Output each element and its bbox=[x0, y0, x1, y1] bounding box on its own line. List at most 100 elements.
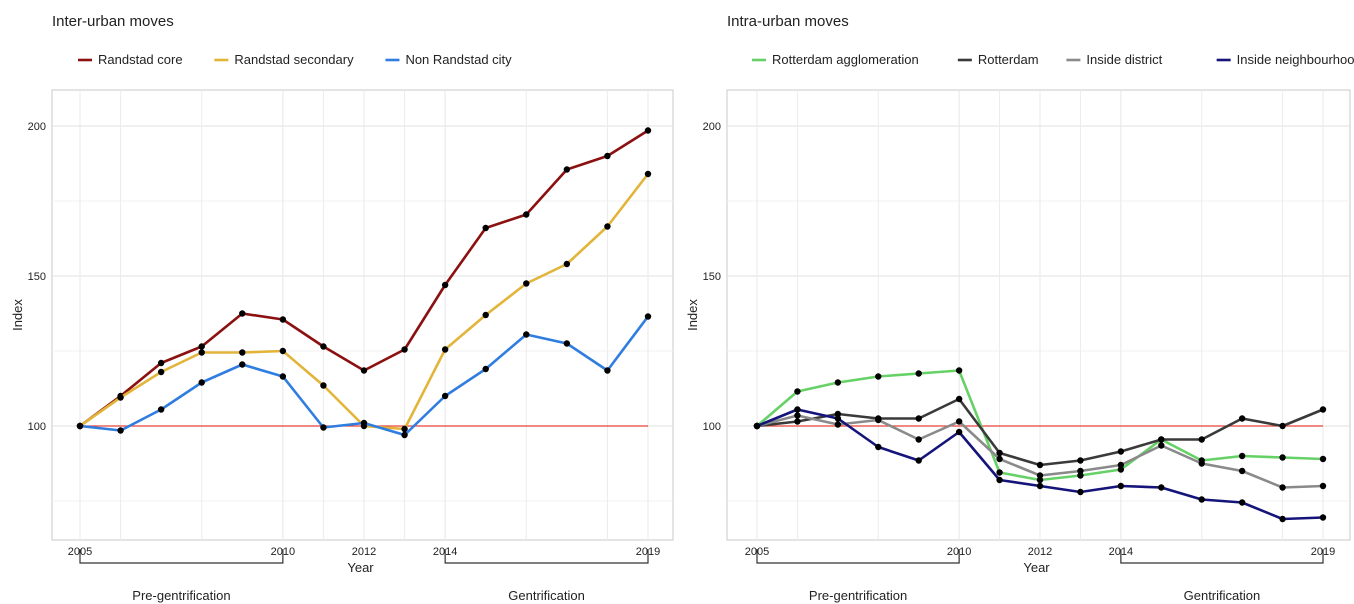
data-point bbox=[955, 367, 963, 374]
data-point bbox=[1279, 515, 1286, 523]
data-point bbox=[157, 368, 165, 376]
y-tick-label: 100 bbox=[703, 421, 721, 433]
data-point bbox=[563, 340, 571, 347]
series-rotterdam-agglomeration bbox=[753, 367, 1327, 484]
data-point bbox=[604, 367, 611, 374]
data-point bbox=[1319, 455, 1327, 463]
data-point bbox=[523, 280, 530, 287]
data-point bbox=[1117, 461, 1125, 469]
chart-panel-2: Intra-urban moves Rotterdam agglomeration… bbox=[685, 13, 1354, 603]
y-tick-label: 200 bbox=[28, 121, 46, 133]
data-point bbox=[875, 373, 882, 380]
data-point bbox=[1077, 467, 1084, 475]
phase-bracket: Pre-gentrification bbox=[79, 549, 284, 603]
phase-bracket: Gentrification bbox=[444, 549, 649, 603]
data-point bbox=[482, 365, 489, 373]
bracket-line bbox=[756, 549, 960, 564]
data-point bbox=[1036, 482, 1044, 490]
chart-title: Intra-urban moves bbox=[727, 13, 849, 30]
data-point bbox=[320, 343, 327, 350]
data-point bbox=[157, 359, 165, 367]
x-tick-label: 2012 bbox=[352, 546, 376, 558]
bracket-line bbox=[79, 549, 284, 564]
phase-label: Pre-gentrification bbox=[132, 588, 230, 603]
data-point bbox=[1036, 472, 1044, 479]
data-point bbox=[401, 425, 408, 433]
data-point bbox=[198, 349, 205, 356]
data-point bbox=[915, 436, 922, 443]
x-axis-title: Year bbox=[347, 560, 374, 575]
x-tick-label: 2012 bbox=[1028, 546, 1052, 558]
data-point bbox=[1117, 482, 1125, 490]
data-point bbox=[523, 211, 530, 218]
data-point bbox=[915, 415, 922, 422]
data-point bbox=[996, 469, 1003, 476]
data-point bbox=[441, 346, 449, 353]
legend: Randstad core Randstad secondary Non Rands… bbox=[78, 52, 512, 67]
data-point bbox=[198, 379, 205, 386]
legend-label: Rotterdam agglomeration bbox=[772, 52, 919, 67]
y-tick-label: 150 bbox=[703, 271, 721, 283]
data-point bbox=[915, 457, 922, 464]
data-point bbox=[279, 316, 287, 323]
data-point bbox=[794, 418, 801, 425]
data-point bbox=[157, 406, 165, 413]
data-point bbox=[239, 349, 246, 356]
gridlines bbox=[727, 90, 1350, 540]
data-point bbox=[794, 388, 801, 395]
plot-frame bbox=[726, 89, 1351, 541]
data-point bbox=[1319, 514, 1327, 521]
bracket-line bbox=[444, 549, 649, 564]
bracket-line bbox=[1120, 549, 1324, 564]
series-inside-neighbourhood bbox=[753, 406, 1327, 523]
data-point bbox=[441, 281, 449, 289]
data-point bbox=[320, 424, 327, 431]
data-point bbox=[644, 170, 652, 178]
data-point bbox=[1198, 436, 1205, 443]
data-point bbox=[1319, 406, 1327, 413]
data-point bbox=[360, 367, 368, 374]
data-point bbox=[644, 313, 652, 320]
data-point bbox=[955, 395, 963, 403]
data-point bbox=[875, 443, 882, 451]
legend-label: Inside neighbourhood bbox=[1237, 52, 1354, 67]
data-point bbox=[279, 347, 287, 355]
data-point bbox=[482, 311, 489, 319]
data-point bbox=[1077, 488, 1084, 496]
legend-label: Randstad core bbox=[98, 52, 183, 67]
data-point bbox=[441, 392, 449, 400]
data-point bbox=[198, 343, 205, 350]
data-point bbox=[239, 310, 246, 317]
data-point bbox=[1036, 461, 1044, 469]
data-point bbox=[1238, 467, 1246, 475]
data-point bbox=[794, 406, 801, 413]
data-point bbox=[794, 412, 801, 419]
data-point bbox=[117, 427, 124, 434]
data-point bbox=[1238, 452, 1246, 460]
data-point bbox=[604, 152, 611, 160]
data-point bbox=[1279, 422, 1286, 430]
data-point bbox=[1319, 482, 1327, 490]
data-point bbox=[1036, 476, 1044, 484]
data-point bbox=[875, 416, 882, 424]
data-point bbox=[834, 410, 842, 418]
data-point bbox=[915, 370, 922, 377]
data-point bbox=[1238, 415, 1246, 422]
data-point bbox=[834, 421, 842, 428]
data-point bbox=[117, 394, 124, 401]
data-point bbox=[1198, 460, 1205, 467]
phase-label: Gentrification bbox=[508, 588, 585, 603]
x-axis-title: Year bbox=[1023, 560, 1050, 575]
legend: Rotterdam agglomeration Rotterdam Inside d… bbox=[752, 52, 1354, 67]
data-point bbox=[401, 346, 408, 353]
data-point bbox=[1238, 499, 1246, 506]
data-point bbox=[1198, 496, 1205, 503]
y-tick-label: 100 bbox=[28, 421, 46, 433]
data-point bbox=[955, 428, 963, 436]
legend-label: Non Randstad city bbox=[405, 52, 512, 67]
chart-panel-1: Inter-urban moves Randstad core Randstad s… bbox=[10, 13, 674, 603]
data-point bbox=[1158, 436, 1165, 443]
data-point bbox=[1117, 448, 1125, 455]
data-point bbox=[482, 224, 489, 232]
